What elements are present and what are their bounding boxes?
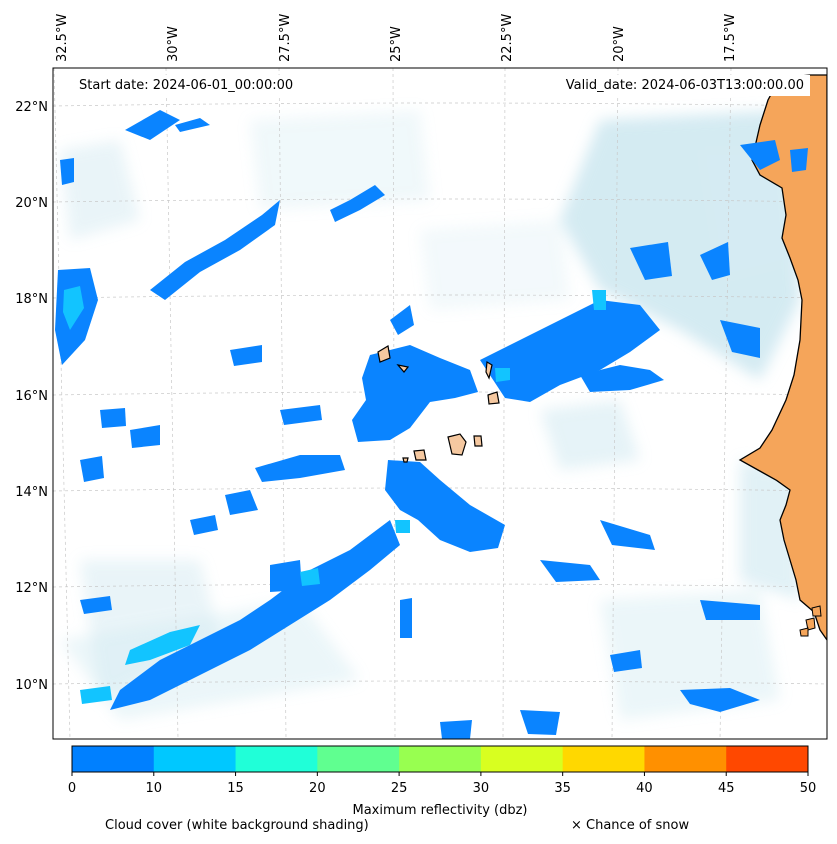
colorbar-tick-label: 15 — [227, 781, 244, 796]
lon-label-22.5w: 22.5°W — [500, 14, 515, 62]
lon-label-25w: 25°W — [389, 26, 404, 62]
lat-label-22n: 22°N — [15, 100, 48, 115]
lat-label-14n: 14°N — [15, 485, 48, 500]
lat-label-18n: 18°N — [15, 292, 48, 307]
reflectivity-moderate — [63, 286, 606, 704]
colorbar-tick-label: 40 — [636, 781, 653, 796]
coastal-islands — [799, 605, 822, 637]
reflectivity-colorbar — [72, 746, 809, 772]
colorbar-tick-label: 10 — [146, 781, 163, 796]
lat-label-12n: 12°N — [15, 581, 48, 596]
colorbar-ticks: 0 10 15 20 25 30 35 40 45 50 — [68, 772, 816, 796]
lon-label-17.5w: 17.5°W — [723, 14, 738, 62]
lat-label-20n: 20°N — [15, 196, 48, 211]
colorbar-tick-label: 45 — [718, 781, 735, 796]
colorbar-title: Maximum reflectivity (dbz) — [353, 803, 528, 818]
colorbar-tick-label: 20 — [309, 781, 326, 796]
colorbar-tick-label: 50 — [800, 781, 817, 796]
valid-date-label: Valid_date: 2024-06-03T13:00:00.00 — [559, 75, 810, 96]
colorbar-segment — [399, 746, 482, 772]
colorbar-tick-label: 25 — [391, 781, 408, 796]
colorbar-segment — [317, 746, 400, 772]
map-frame — [52, 67, 828, 740]
cloud-cover-legend: Cloud cover (white background shading) — [105, 818, 369, 833]
colorbar-segment — [726, 746, 809, 772]
lat-label-16n: 16°N — [15, 389, 48, 404]
colorbar-tick-label: 30 — [473, 781, 490, 796]
start-date-label: Start date: 2024-06-01_00:00:00 — [73, 75, 300, 96]
cape-verde-islands — [377, 345, 500, 463]
snow-legend: × Chance of snow — [571, 818, 690, 833]
lon-label-32.5w: 32.5°W — [55, 14, 70, 62]
colorbar-segment — [235, 746, 318, 772]
colorbar-tick-label: 0 — [68, 781, 76, 796]
colorbar-segment — [153, 746, 237, 772]
lon-label-20w: 20°W — [612, 26, 627, 62]
colorbar-segment — [72, 746, 155, 772]
colorbar-segment — [562, 746, 645, 772]
colorbar-tick-label: 35 — [554, 781, 571, 796]
colorbar-segment — [644, 746, 727, 772]
longitude-labels: 32.5°W 30°W 27.5°W 25°W 22.5°W 20°W 17.5… — [55, 14, 738, 62]
lon-label-27.5w: 27.5°W — [278, 14, 293, 62]
lat-label-10n: 10°N — [15, 678, 48, 693]
colorbar-segment — [480, 746, 564, 772]
colorbar-frame — [71, 745, 809, 773]
lon-label-30w: 30°W — [166, 26, 181, 62]
africa-landmass — [738, 74, 827, 642]
latitude-labels: 22°N 20°N 18°N 16°N 14°N 12°N 10°N — [15, 100, 48, 693]
